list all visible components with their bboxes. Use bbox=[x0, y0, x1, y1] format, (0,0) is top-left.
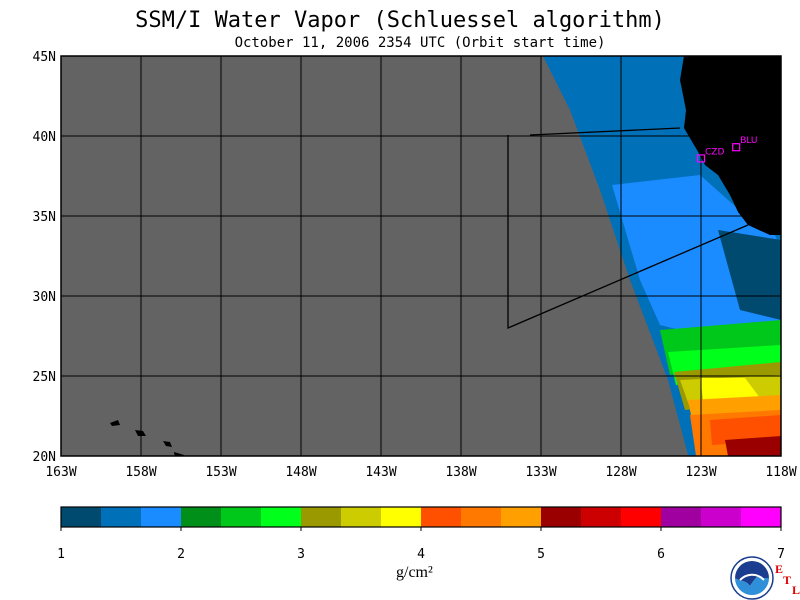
longitude-label: 133W bbox=[525, 465, 556, 480]
colorbar-tick-label: 4 bbox=[417, 547, 425, 562]
graticule bbox=[61, 56, 781, 456]
colorbar-segment bbox=[741, 507, 782, 527]
colorbar-segment bbox=[101, 507, 142, 527]
colorbar-segment bbox=[261, 507, 302, 527]
island bbox=[110, 420, 120, 426]
colorbar-tick-label: 6 bbox=[657, 547, 665, 562]
land-mass bbox=[680, 56, 781, 235]
longitude-label: 138W bbox=[445, 465, 476, 480]
colorbar-tick-label: 5 bbox=[537, 547, 545, 562]
colorbar bbox=[60, 506, 782, 528]
etl-letter-e: E bbox=[775, 562, 784, 576]
latitude-label: 20N bbox=[33, 450, 56, 465]
longitude-label: 143W bbox=[365, 465, 396, 480]
station-marker bbox=[732, 143, 741, 152]
longitude-label: 158W bbox=[125, 465, 156, 480]
latitude-label: 45N bbox=[33, 50, 56, 65]
colorbar-segment bbox=[581, 507, 622, 527]
colorbar-segment bbox=[301, 507, 342, 527]
station-label: CZD bbox=[705, 147, 724, 157]
colorbar-segment bbox=[141, 507, 182, 527]
stations: CZD BLU bbox=[696, 136, 758, 163]
colorbar-segment bbox=[181, 507, 222, 527]
station-label: BLU bbox=[740, 136, 757, 146]
colorbar-tick-label: 1 bbox=[57, 547, 65, 562]
longitude-labels: 163W 158W 153W 148W 143W 138W 133W 128W 123W 118W bbox=[45, 465, 796, 480]
colorbar-segment bbox=[701, 507, 742, 527]
latitude-label: 30N bbox=[33, 290, 56, 305]
longitude-label: 128W bbox=[605, 465, 636, 480]
longitude-label: 153W bbox=[205, 465, 236, 480]
latitude-label: 40N bbox=[33, 130, 56, 145]
latitude-labels: 45N 40N 35N 30N 25N 20N bbox=[33, 50, 56, 465]
swath-band-11 bbox=[725, 436, 781, 456]
longitude-label: 118W bbox=[765, 465, 796, 480]
colorbar-tick-label: 7 bbox=[777, 547, 785, 562]
colorbar-segment bbox=[541, 507, 582, 527]
colorbar-segment bbox=[341, 507, 382, 527]
longitude-label: 123W bbox=[685, 465, 716, 480]
map-title: SSM/I Water Vapor (Schluessel algorithm) bbox=[135, 8, 665, 33]
longitude-label: 148W bbox=[285, 465, 316, 480]
colorbar-segment bbox=[501, 507, 542, 527]
colorbar-segment bbox=[421, 507, 462, 527]
longitude-label: 163W bbox=[45, 465, 76, 480]
colorbar-segment bbox=[61, 507, 102, 527]
colorbar-segment bbox=[621, 507, 662, 527]
colorbar-tick-label: 2 bbox=[177, 547, 185, 562]
coverage-outline bbox=[507, 135, 749, 329]
swath-band-outer bbox=[718, 230, 781, 320]
station-marker bbox=[696, 154, 706, 163]
island bbox=[174, 452, 184, 456]
colorbar-segment bbox=[221, 507, 262, 527]
etl-letter-l: L bbox=[792, 583, 800, 597]
etl-letter-t: T bbox=[783, 573, 792, 587]
island bbox=[163, 441, 172, 447]
colorbar-tick-label: 3 bbox=[297, 547, 305, 562]
colorbar-segment bbox=[461, 507, 502, 527]
map-subtitle: October 11, 2006 2354 UTC (Orbit start t… bbox=[234, 35, 606, 51]
noaa-logo bbox=[730, 556, 774, 600]
colorbar-ticks: 1 2 3 4 5 6 7 bbox=[57, 527, 785, 562]
latitude-label: 25N bbox=[33, 370, 56, 385]
coverage-outline bbox=[529, 127, 681, 136]
colorbar-unit: g/cm² bbox=[396, 564, 433, 581]
colorbar-segment bbox=[661, 507, 702, 527]
latitude-label: 35N bbox=[33, 210, 56, 225]
map-frame bbox=[60, 55, 782, 457]
colorbar-segment bbox=[381, 507, 422, 527]
